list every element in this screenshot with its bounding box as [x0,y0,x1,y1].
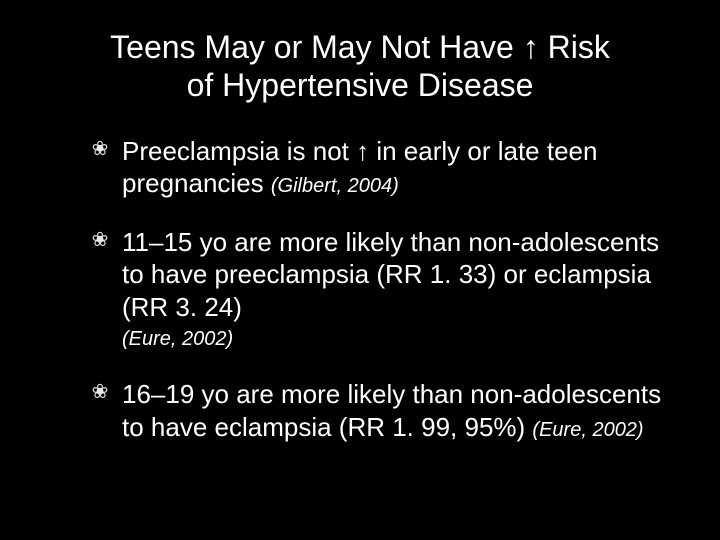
slide: Teens May or May Not Have ↑ Risk of Hype… [0,0,720,540]
bullet-text-pre: Preeclampsia is not [122,136,356,166]
bullet-text-main: 11–15 yo are more likely than non-adoles… [122,227,659,322]
title-line2: of Hypertensive Disease [187,67,534,103]
list-item: ❀ 11–15 yo are more likely than non-adol… [88,226,670,353]
list-item: ❀ Preeclampsia is not ↑ in early or late… [88,135,670,200]
bullet-text: Preeclampsia is not ↑ in early or late t… [122,135,670,200]
citation: (Gilbert, 2004) [271,175,399,197]
slide-title: Teens May or May Not Have ↑ Risk of Hype… [50,28,670,105]
bullet-list: ❀ Preeclampsia is not ↑ in early or late… [50,135,670,444]
up-arrow-icon: ↑ [356,136,369,166]
flower-bullet-icon: ❀ [88,137,112,161]
title-part2: Risk [539,29,610,65]
flower-bullet-icon: ❀ [88,380,112,404]
citation: (Eure, 2002) [122,327,670,352]
list-item: ❀ 16–19 yo are more likely than non-adol… [88,378,670,443]
citation: (Eure, 2002) [532,419,643,441]
bullet-text: 16–19 yo are more likely than non-adoles… [122,378,670,443]
flower-bullet-icon: ❀ [88,228,112,252]
title-part1: Teens May or May Not Have [110,29,523,65]
bullet-text: 11–15 yo are more likely than non-adoles… [122,226,670,353]
up-arrow-icon: ↑ [523,29,539,65]
